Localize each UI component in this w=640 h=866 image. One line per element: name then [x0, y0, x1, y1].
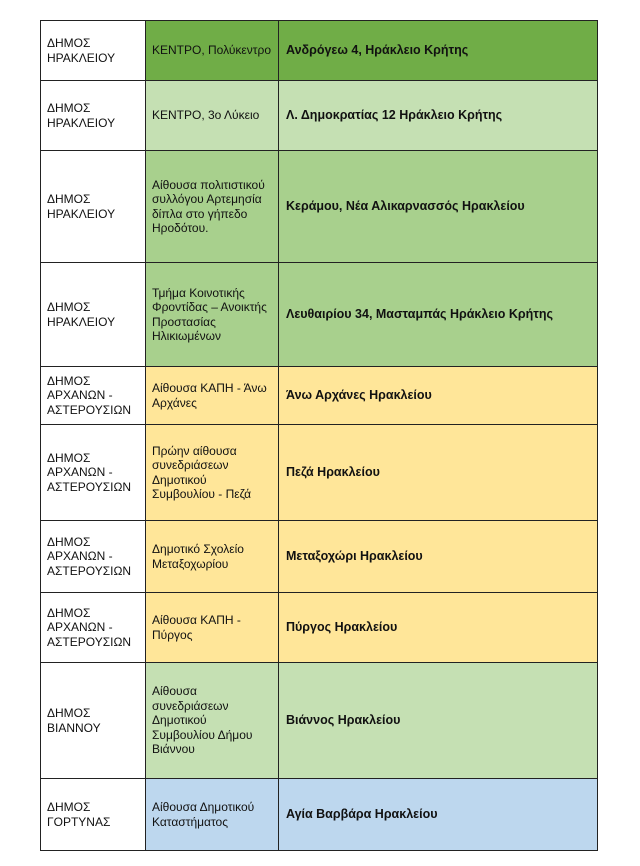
- address-cell: Βιάννος Ηρακλείου: [278, 662, 598, 779]
- venue-cell: Πρώην αίθουσα συνεδριάσεων Δημοτικού Συμ…: [145, 424, 279, 521]
- address-cell: Μεταξοχώρι Ηρακλείου: [278, 520, 598, 593]
- table-row: ΔΗΜΟΣ ΑΡΧΑΝΩΝ - ΑΣΤΕΡΟΥΣΙΩΝ Δημοτικό Σχολ…: [40, 520, 598, 593]
- table-row: ΔΗΜΟΣ ΒΙΑΝΝΟΥ Αίθουσα συνεδριάσεων Δημοτι…: [40, 662, 598, 779]
- venue-cell: Αίθουσα ΚΑΠΗ - Άνω Αρχάνες: [145, 366, 279, 425]
- venue-cell: Αίθουσα ΚΑΠΗ - Πύργος: [145, 592, 279, 663]
- municipality-cell: ΔΗΜΟΣ ΑΡΧΑΝΩΝ - ΑΣΤΕΡΟΥΣΙΩΝ: [40, 592, 146, 663]
- venue-cell: Αίθουσα πολιτιστικού συλλόγου Αρτεμησία …: [145, 150, 279, 263]
- table-row: ΔΗΜΟΣ ΗΡΑΚΛΕΙΟΥ ΚΕΝΤΡΟ, 3ο Λύκειο Λ. Δημοκ…: [40, 80, 598, 151]
- address-cell: Ανδρόγεω 4, Ηράκλειο Κρήτης: [278, 20, 598, 81]
- address-cell: Άνω Αρχάνες Ηρακλείου: [278, 366, 598, 425]
- municipality-cell: ΔΗΜΟΣ ΗΡΑΚΛΕΙΟΥ: [40, 20, 146, 81]
- venue-cell: Αίθουσα συνεδριάσεων Δημοτικού Συμβουλίο…: [145, 662, 279, 779]
- table-row: ΔΗΜΟΣ ΗΡΑΚΛΕΙΟΥ Τμήμα Κοινοτικής Φροντίδα…: [40, 262, 598, 367]
- venues-table: ΔΗΜΟΣ ΗΡΑΚΛΕΙΟΥ ΚΕΝΤΡΟ, Πολύκεντρο Ανδρόγε…: [40, 20, 598, 851]
- venue-cell: Αίθουσα Δημοτικού Καταστήματος: [145, 778, 279, 851]
- table-row: ΔΗΜΟΣ ΑΡΧΑΝΩΝ - ΑΣΤΕΡΟΥΣΙΩΝ Αίθουσα ΚΑΠΗ …: [40, 366, 598, 425]
- municipality-cell: ΔΗΜΟΣ ΓΟΡΤΥΝΑΣ: [40, 778, 146, 851]
- venue-cell: ΚΕΝΤΡΟ, 3ο Λύκειο: [145, 80, 279, 151]
- venue-cell: Τμήμα Κοινοτικής Φροντίδας – Ανοικτής Πρ…: [145, 262, 279, 367]
- municipality-cell: ΔΗΜΟΣ ΗΡΑΚΛΕΙΟΥ: [40, 80, 146, 151]
- table-row: ΔΗΜΟΣ ΑΡΧΑΝΩΝ - ΑΣΤΕΡΟΥΣΙΩΝ Αίθουσα ΚΑΠΗ …: [40, 592, 598, 663]
- municipality-cell: ΔΗΜΟΣ ΗΡΑΚΛΕΙΟΥ: [40, 150, 146, 263]
- venue-cell: ΚΕΝΤΡΟ, Πολύκεντρο: [145, 20, 279, 81]
- address-cell: Πύργος Ηρακλείου: [278, 592, 598, 663]
- address-cell: Λευθαιρίου 34, Μασταμπάς Ηράκλειο Κρήτης: [278, 262, 598, 367]
- address-cell: Αγία Βαρβάρα Ηρακλείου: [278, 778, 598, 851]
- address-cell: Λ. Δημοκρατίας 12 Ηράκλειο Κρήτης: [278, 80, 598, 151]
- table-row: ΔΗΜΟΣ ΓΟΡΤΥΝΑΣ Αίθουσα Δημοτικού Καταστήμ…: [40, 778, 598, 851]
- venue-cell: Δημοτικό Σχολείο Μεταξοχωρίου: [145, 520, 279, 593]
- table-row: ΔΗΜΟΣ ΑΡΧΑΝΩΝ - ΑΣΤΕΡΟΥΣΙΩΝ Πρώην αίθουσα…: [40, 424, 598, 521]
- municipality-cell: ΔΗΜΟΣ ΑΡΧΑΝΩΝ - ΑΣΤΕΡΟΥΣΙΩΝ: [40, 424, 146, 521]
- municipality-cell: ΔΗΜΟΣ ΗΡΑΚΛΕΙΟΥ: [40, 262, 146, 367]
- table-row: ΔΗΜΟΣ ΗΡΑΚΛΕΙΟΥ ΚΕΝΤΡΟ, Πολύκεντρο Ανδρόγε…: [40, 20, 598, 81]
- municipality-cell: ΔΗΜΟΣ ΑΡΧΑΝΩΝ - ΑΣΤΕΡΟΥΣΙΩΝ: [40, 520, 146, 593]
- venues-table-body: ΔΗΜΟΣ ΗΡΑΚΛΕΙΟΥ ΚΕΝΤΡΟ, Πολύκεντρο Ανδρόγε…: [40, 20, 598, 851]
- address-cell: Κεράμου, Νέα Αλικαρνασσός Ηρακλείου: [278, 150, 598, 263]
- address-cell: Πεζά Ηρακλείου: [278, 424, 598, 521]
- municipality-cell: ΔΗΜΟΣ ΒΙΑΝΝΟΥ: [40, 662, 146, 779]
- table-row: ΔΗΜΟΣ ΗΡΑΚΛΕΙΟΥ Αίθουσα πολιτιστικού συλλ…: [40, 150, 598, 263]
- municipality-cell: ΔΗΜΟΣ ΑΡΧΑΝΩΝ - ΑΣΤΕΡΟΥΣΙΩΝ: [40, 366, 146, 425]
